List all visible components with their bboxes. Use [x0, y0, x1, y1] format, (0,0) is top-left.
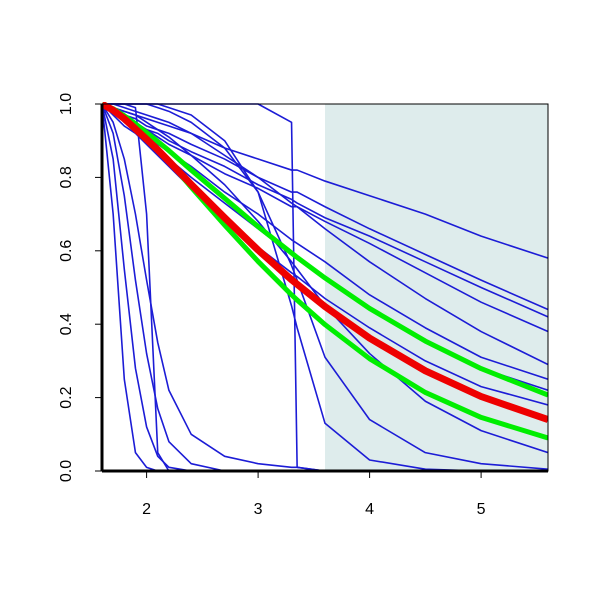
x-tick-label: 5: [477, 501, 486, 518]
axes-layer: 2 3 4 5 0.0 0.2 0.4 0.6 0.8 1.0: [58, 93, 485, 518]
series-line: [102, 103, 548, 311]
series-line: [102, 102, 548, 423]
series-line: [102, 103, 548, 366]
y-tick-label: 0.8: [58, 166, 75, 188]
y-tick-label: 0.6: [58, 240, 75, 262]
x-tick-label: 4: [365, 501, 374, 518]
x-tick-label: 3: [254, 501, 263, 518]
y-tick-label: 0.2: [58, 386, 75, 408]
y-tick-label: 0.4: [58, 313, 75, 335]
x-tick-label: 2: [142, 501, 151, 518]
y-tick-label: 0.0: [58, 460, 75, 482]
y-tick-label: 1.0: [58, 93, 75, 115]
